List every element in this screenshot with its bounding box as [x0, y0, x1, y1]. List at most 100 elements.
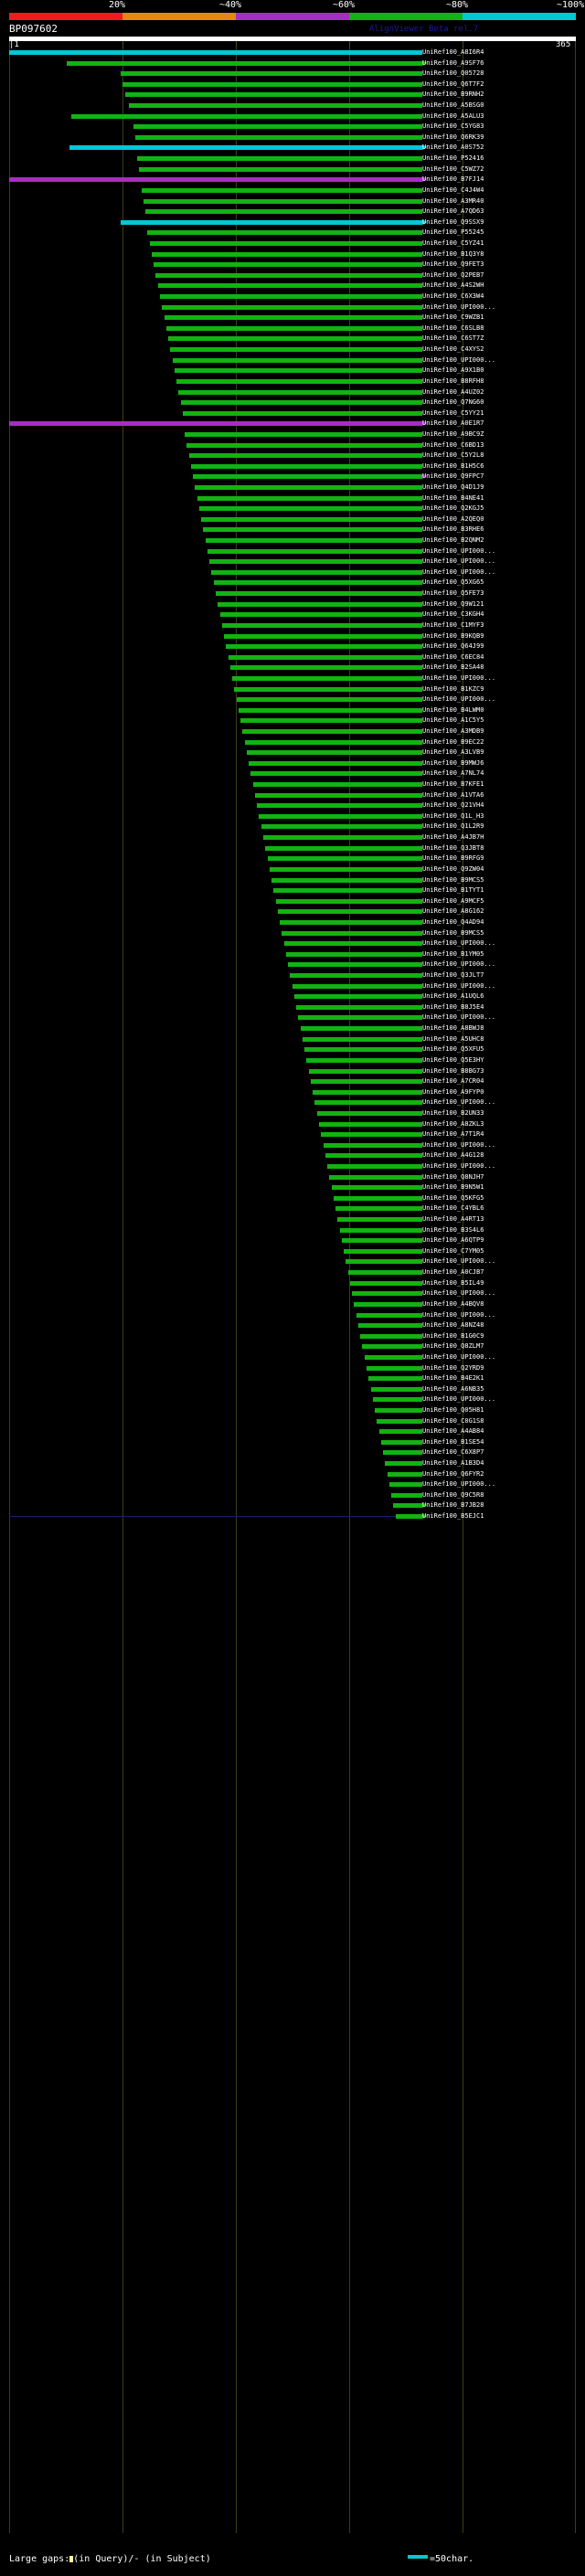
hsp-bar[interactable] — [302, 1036, 422, 1042]
hit-accession-label[interactable]: UniRef100_Q6T7F2 — [422, 80, 484, 88]
table-row[interactable]: UniRef100_Q5E3HY — [0, 1055, 585, 1066]
table-row[interactable]: UniRef100_UPI000... — [0, 546, 585, 557]
table-row[interactable]: UniRef100_Q7NG60 — [0, 398, 585, 408]
hsp-bar[interactable] — [319, 1121, 422, 1127]
hsp-bar[interactable] — [292, 983, 422, 989]
table-row[interactable]: UniRef100_C3KGH4 — [0, 610, 585, 620]
table-row[interactable]: UniRef100_Q2PEB7 — [0, 270, 585, 281]
hit-accession-label[interactable]: UniRef100_UPI000... — [422, 1140, 496, 1149]
hit-accession-label[interactable]: UniRef100_A0E1R7 — [422, 419, 484, 428]
hit-accession-label[interactable]: UniRef100_UPI000... — [422, 302, 496, 311]
hsp-bar[interactable] — [174, 368, 422, 374]
hit-accession-label[interactable]: UniRef100_A6NB35 — [422, 1384, 484, 1393]
hit-accession-label[interactable]: UniRef100_A4JB7H — [422, 833, 484, 842]
hsp-bar[interactable] — [366, 1365, 422, 1371]
table-row[interactable]: UniRef100_A9FYP0 — [0, 1087, 585, 1098]
hsp-bar[interactable] — [172, 357, 422, 363]
hit-accession-label[interactable]: UniRef100_C5YG83 — [422, 122, 484, 131]
hsp-bar[interactable] — [249, 760, 422, 766]
table-row[interactable]: UniRef100_UPI000... — [0, 1097, 585, 1108]
hsp-bar[interactable] — [154, 262, 422, 268]
hsp-bar[interactable] — [228, 654, 422, 660]
hit-accession-label[interactable]: UniRef100_Q2KGJ5 — [422, 504, 484, 513]
table-row[interactable]: UniRef100_Q4D1J9 — [0, 482, 585, 493]
table-row[interactable]: UniRef100_B2SA48 — [0, 663, 585, 673]
hsp-bar[interactable] — [282, 930, 422, 936]
table-row[interactable]: UniRef100_P52416 — [0, 154, 585, 164]
hit-accession-label[interactable]: UniRef100_Q05H81 — [422, 1406, 484, 1414]
hsp-bar[interactable] — [356, 1312, 422, 1318]
hsp-bar[interactable] — [254, 792, 422, 798]
hsp-bar[interactable] — [360, 1333, 422, 1339]
hit-accession-label[interactable]: UniRef100_UPI000... — [422, 1257, 496, 1266]
hsp-bar[interactable] — [185, 431, 422, 437]
hit-accession-label[interactable]: UniRef100_Q5FE73 — [422, 589, 484, 598]
table-row[interactable]: UniRef100_B4E2K1 — [0, 1373, 585, 1384]
hsp-bar[interactable] — [137, 156, 422, 162]
table-row[interactable]: UniRef100_A5UHC8 — [0, 1034, 585, 1045]
table-row[interactable]: UniRef100_Q6FYR2 — [0, 1469, 585, 1480]
hit-accession-label[interactable]: UniRef100_B9KQB9 — [422, 631, 484, 640]
table-row[interactable]: UniRef100_C6SLB8 — [0, 323, 585, 334]
table-row[interactable]: UniRef100_B1H5C6 — [0, 461, 585, 472]
table-row[interactable]: UniRef100_Q3JLT7 — [0, 970, 585, 981]
table-row[interactable]: UniRef100_Q9FPC7 — [0, 472, 585, 482]
hit-accession-label[interactable]: UniRef100_A3MDB9 — [422, 727, 484, 735]
hit-accession-label[interactable]: UniRef100_B9MCS5 — [422, 928, 484, 937]
hsp-bar[interactable] — [70, 113, 422, 119]
hsp-bar[interactable] — [393, 1503, 422, 1509]
hsp-bar[interactable] — [9, 177, 422, 183]
hit-accession-label[interactable]: UniRef100_UPI000... — [422, 1395, 496, 1404]
table-row[interactable]: UniRef100_B1SE54 — [0, 1437, 585, 1448]
table-row[interactable]: UniRef100_A4UZ02 — [0, 387, 585, 398]
table-row[interactable]: UniRef100_B8J5E4 — [0, 1002, 585, 1013]
table-row[interactable]: UniRef100_UPI000... — [0, 1288, 585, 1299]
hit-accession-label[interactable]: UniRef100_UPI000... — [422, 1013, 496, 1022]
hit-accession-label[interactable]: UniRef100_Q9SSX9 — [422, 217, 484, 226]
hit-accession-label[interactable]: UniRef100_UPI000... — [422, 1161, 496, 1170]
hsp-bar[interactable] — [203, 527, 422, 533]
hsp-bar[interactable] — [265, 845, 422, 851]
hsp-bar[interactable] — [133, 124, 422, 130]
hit-accession-label[interactable]: UniRef100_UPI000... — [422, 939, 496, 948]
table-row[interactable]: UniRef100_A8BWJ8 — [0, 1023, 585, 1034]
hit-accession-label[interactable]: UniRef100_Q64J99 — [422, 642, 484, 651]
hsp-bar[interactable] — [232, 675, 422, 681]
table-row[interactable]: UniRef100_A7QD63 — [0, 207, 585, 217]
hit-accession-label[interactable]: UniRef100_B7JB28 — [422, 1501, 484, 1510]
table-row[interactable]: UniRef100_C5WZ72 — [0, 164, 585, 175]
hsp-bar[interactable] — [218, 601, 422, 607]
table-row[interactable]: UniRef100_Q9W121 — [0, 599, 585, 610]
hit-accession-label[interactable]: UniRef100_B2QNM2 — [422, 536, 484, 545]
hit-accession-label[interactable]: UniRef100_C6BD13 — [422, 440, 484, 449]
hit-accession-label[interactable]: UniRef100_B9MWJ6 — [422, 758, 484, 767]
hit-accession-label[interactable]: UniRef100_C3KGH4 — [422, 610, 484, 619]
table-row[interactable]: UniRef100_UPI000... — [0, 981, 585, 992]
hsp-bar[interactable] — [257, 803, 422, 809]
hit-accession-label[interactable]: UniRef100_B2UN33 — [422, 1108, 484, 1117]
hsp-bar[interactable] — [157, 283, 422, 289]
hit-accession-label[interactable]: UniRef100_A4G128 — [422, 1151, 484, 1160]
hit-accession-label[interactable]: UniRef100_C0G1S8 — [422, 1416, 484, 1425]
table-row[interactable]: UniRef100_A7CR04 — [0, 1076, 585, 1087]
table-row[interactable]: UniRef100_A4BQV8 — [0, 1299, 585, 1310]
table-row[interactable]: UniRef100_UPI000... — [0, 1394, 585, 1405]
table-row[interactable]: UniRef100_UPI000... — [0, 1310, 585, 1321]
hsp-bar[interactable] — [147, 230, 422, 236]
hit-accession-label[interactable]: UniRef100_C4XYS2 — [422, 345, 484, 354]
hit-accession-label[interactable]: UniRef100_UPI000... — [422, 546, 496, 555]
hsp-bar[interactable] — [352, 1291, 422, 1297]
hsp-bar[interactable] — [195, 484, 422, 490]
hit-accession-label[interactable]: UniRef100_A7NL74 — [422, 769, 484, 778]
hsp-bar[interactable] — [283, 941, 422, 947]
hit-accession-label[interactable]: UniRef100_A1B3D4 — [422, 1459, 484, 1468]
table-row[interactable]: UniRef100_A9SF76 — [0, 58, 585, 69]
table-row[interactable]: UniRef100_P55245 — [0, 228, 585, 239]
hsp-bar[interactable] — [145, 209, 422, 215]
hit-accession-label[interactable]: UniRef100_UPI000... — [422, 1310, 496, 1319]
table-row[interactable]: UniRef100_A4AB84 — [0, 1426, 585, 1437]
table-row[interactable]: UniRef100_Q64J99 — [0, 641, 585, 652]
hsp-bar[interactable] — [378, 1429, 422, 1435]
hsp-bar[interactable] — [129, 103, 422, 109]
hsp-bar[interactable] — [346, 1259, 422, 1265]
